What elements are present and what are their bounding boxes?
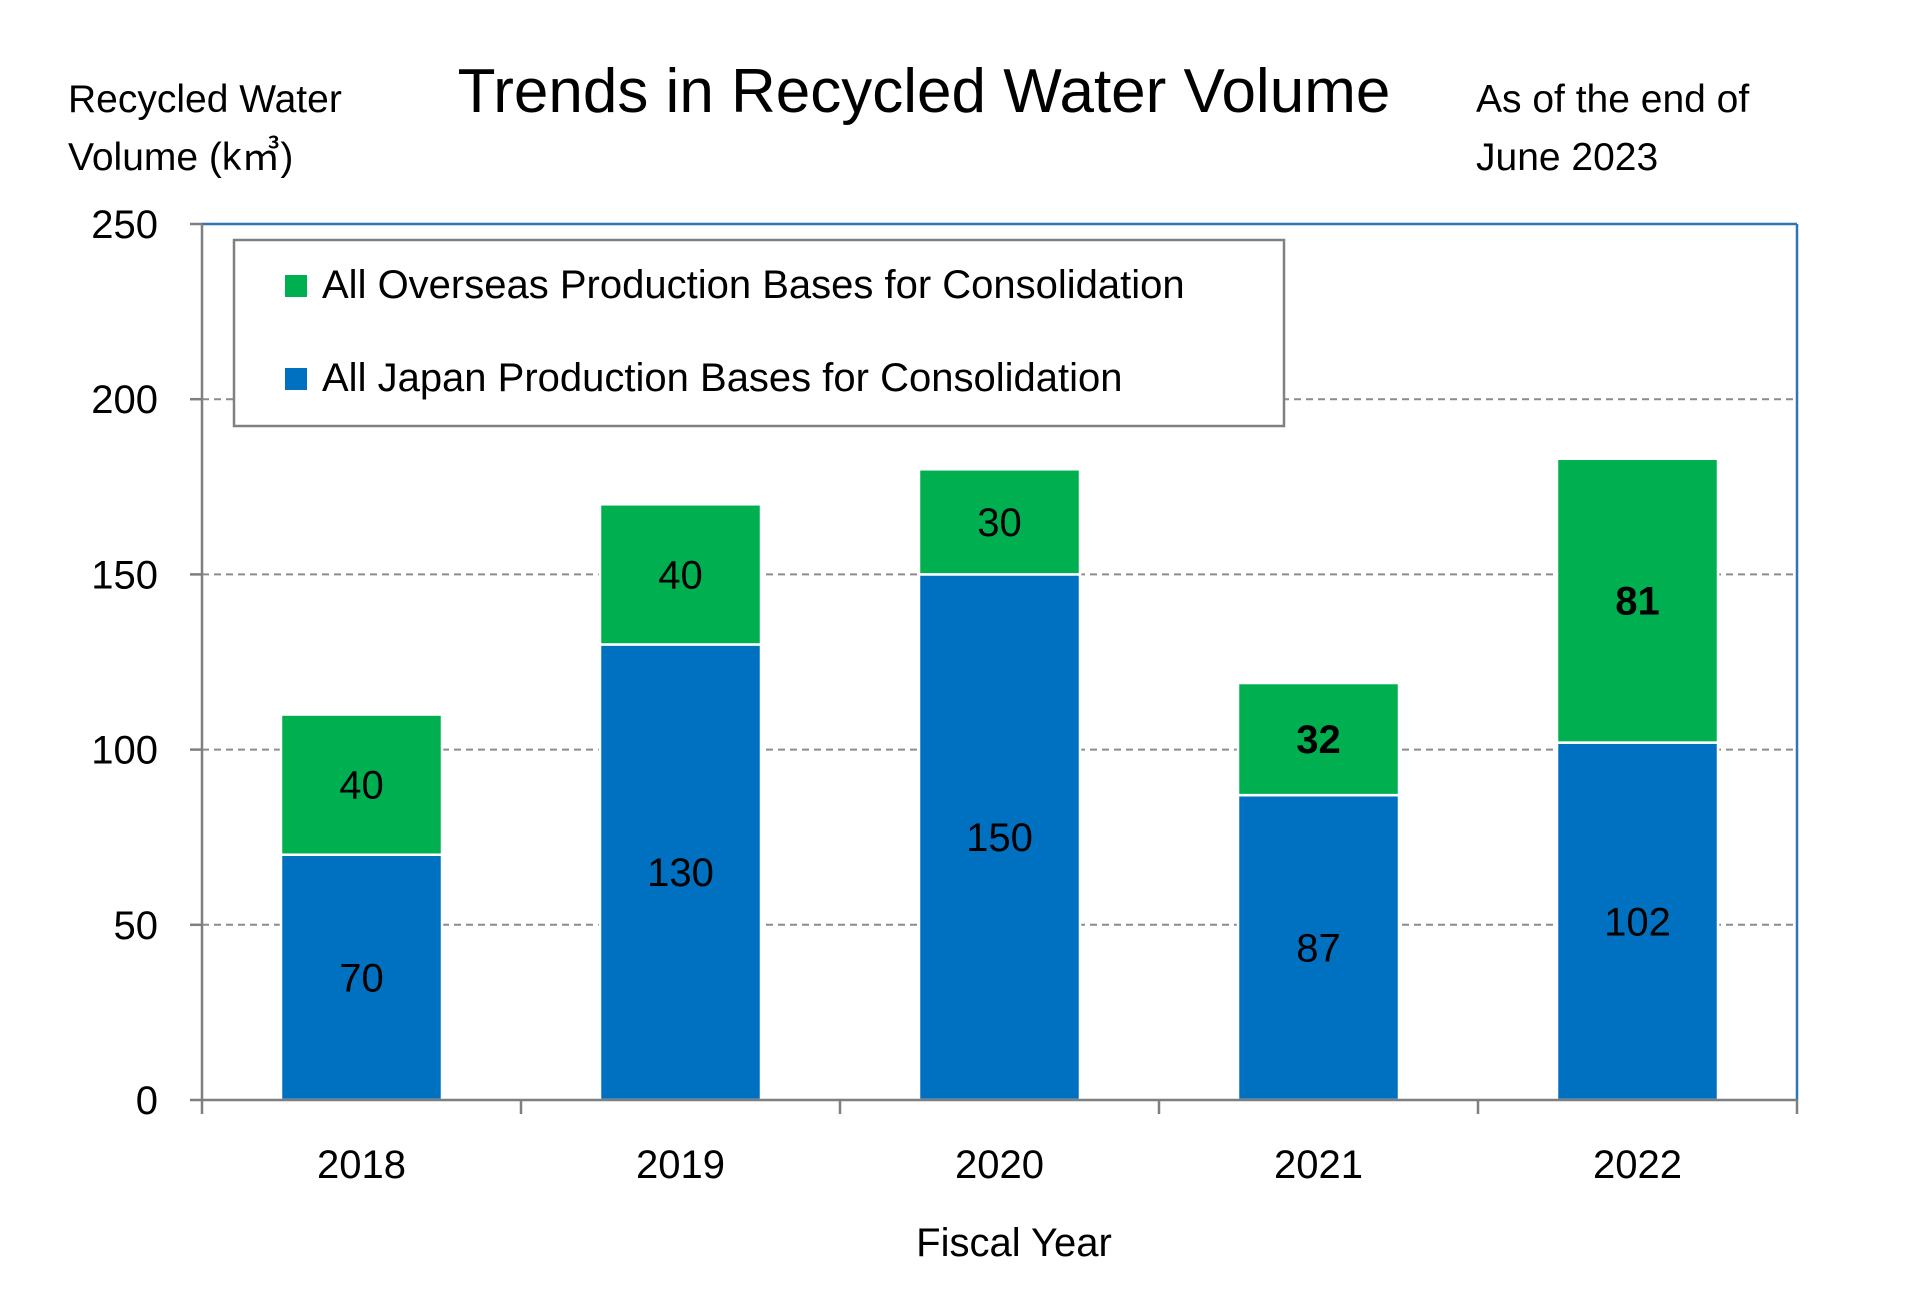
x-tick-label: 2019	[636, 1143, 725, 1187]
data-label-japan-2021: 87	[1296, 927, 1341, 971]
data-labels: 70 40 130 40 150 30 87 32 102 81	[339, 501, 1671, 1001]
data-label-japan-2019: 130	[647, 851, 714, 895]
x-tick-label: 2018	[317, 1143, 406, 1187]
data-label-overseas-2018: 40	[339, 764, 384, 808]
y-tick-label: 250	[91, 203, 158, 247]
data-label-overseas-2020: 30	[977, 501, 1022, 545]
bar-japan-2022	[1555, 741, 1720, 1102]
bar-japan-2021	[1236, 793, 1401, 1102]
x-tick-label: 2022	[1593, 1143, 1682, 1187]
legend: All Overseas Production Bases for Consol…	[232, 238, 1286, 428]
data-label-japan-2022: 102	[1604, 900, 1671, 944]
date-note-line1: As of the end of	[1476, 78, 1749, 121]
x-axis-label: Fiscal Year	[916, 1221, 1112, 1265]
legend-swatch-overseas	[285, 275, 307, 297]
legend-label-japan: All Japan Production Bases for Consolida…	[322, 356, 1122, 400]
legend-box	[232, 238, 1286, 428]
chart-title: Trends in Recycled Water Volume	[458, 57, 1391, 126]
bar-overseas-2018	[279, 713, 444, 856]
bar-japan-2018	[279, 853, 444, 1102]
bar-overseas-2022	[1555, 457, 1720, 744]
data-label-overseas-2021: 32	[1296, 718, 1341, 762]
y-tick-label: 200	[91, 378, 158, 422]
legend-swatch-japan	[285, 368, 307, 390]
axes: 0 50 100 150 200 250 2018 2019 2020 2021 2022	[91, 203, 1799, 1187]
data-label-japan-2020: 150	[966, 816, 1033, 860]
bar-japan-2019	[598, 643, 763, 1102]
data-label-overseas-2022: 81	[1615, 580, 1660, 624]
bar-overseas-2019	[598, 503, 763, 646]
bar-overseas-2020	[917, 468, 1082, 576]
y-tick-label: 100	[91, 729, 158, 773]
date-note-line2: June 2023	[1476, 136, 1658, 179]
y-tick-label: 50	[114, 904, 159, 948]
data-label-japan-2018: 70	[339, 956, 384, 1000]
bars	[279, 457, 1720, 1102]
bar-overseas-2021	[1236, 681, 1401, 797]
y-axis-label-line2: Volume (k㎥)	[68, 135, 293, 179]
y-tick-label: 0	[136, 1079, 158, 1123]
bar-japan-2020	[917, 573, 1082, 1102]
y-axis-label-line1: Recycled Water	[68, 78, 342, 121]
data-label-overseas-2019: 40	[658, 553, 703, 597]
x-tick-label: 2021	[1274, 1143, 1363, 1187]
legend-label-overseas: All Overseas Production Bases for Consol…	[322, 263, 1185, 307]
x-tick-label: 2020	[955, 1143, 1044, 1187]
y-tick-label: 150	[91, 553, 158, 597]
